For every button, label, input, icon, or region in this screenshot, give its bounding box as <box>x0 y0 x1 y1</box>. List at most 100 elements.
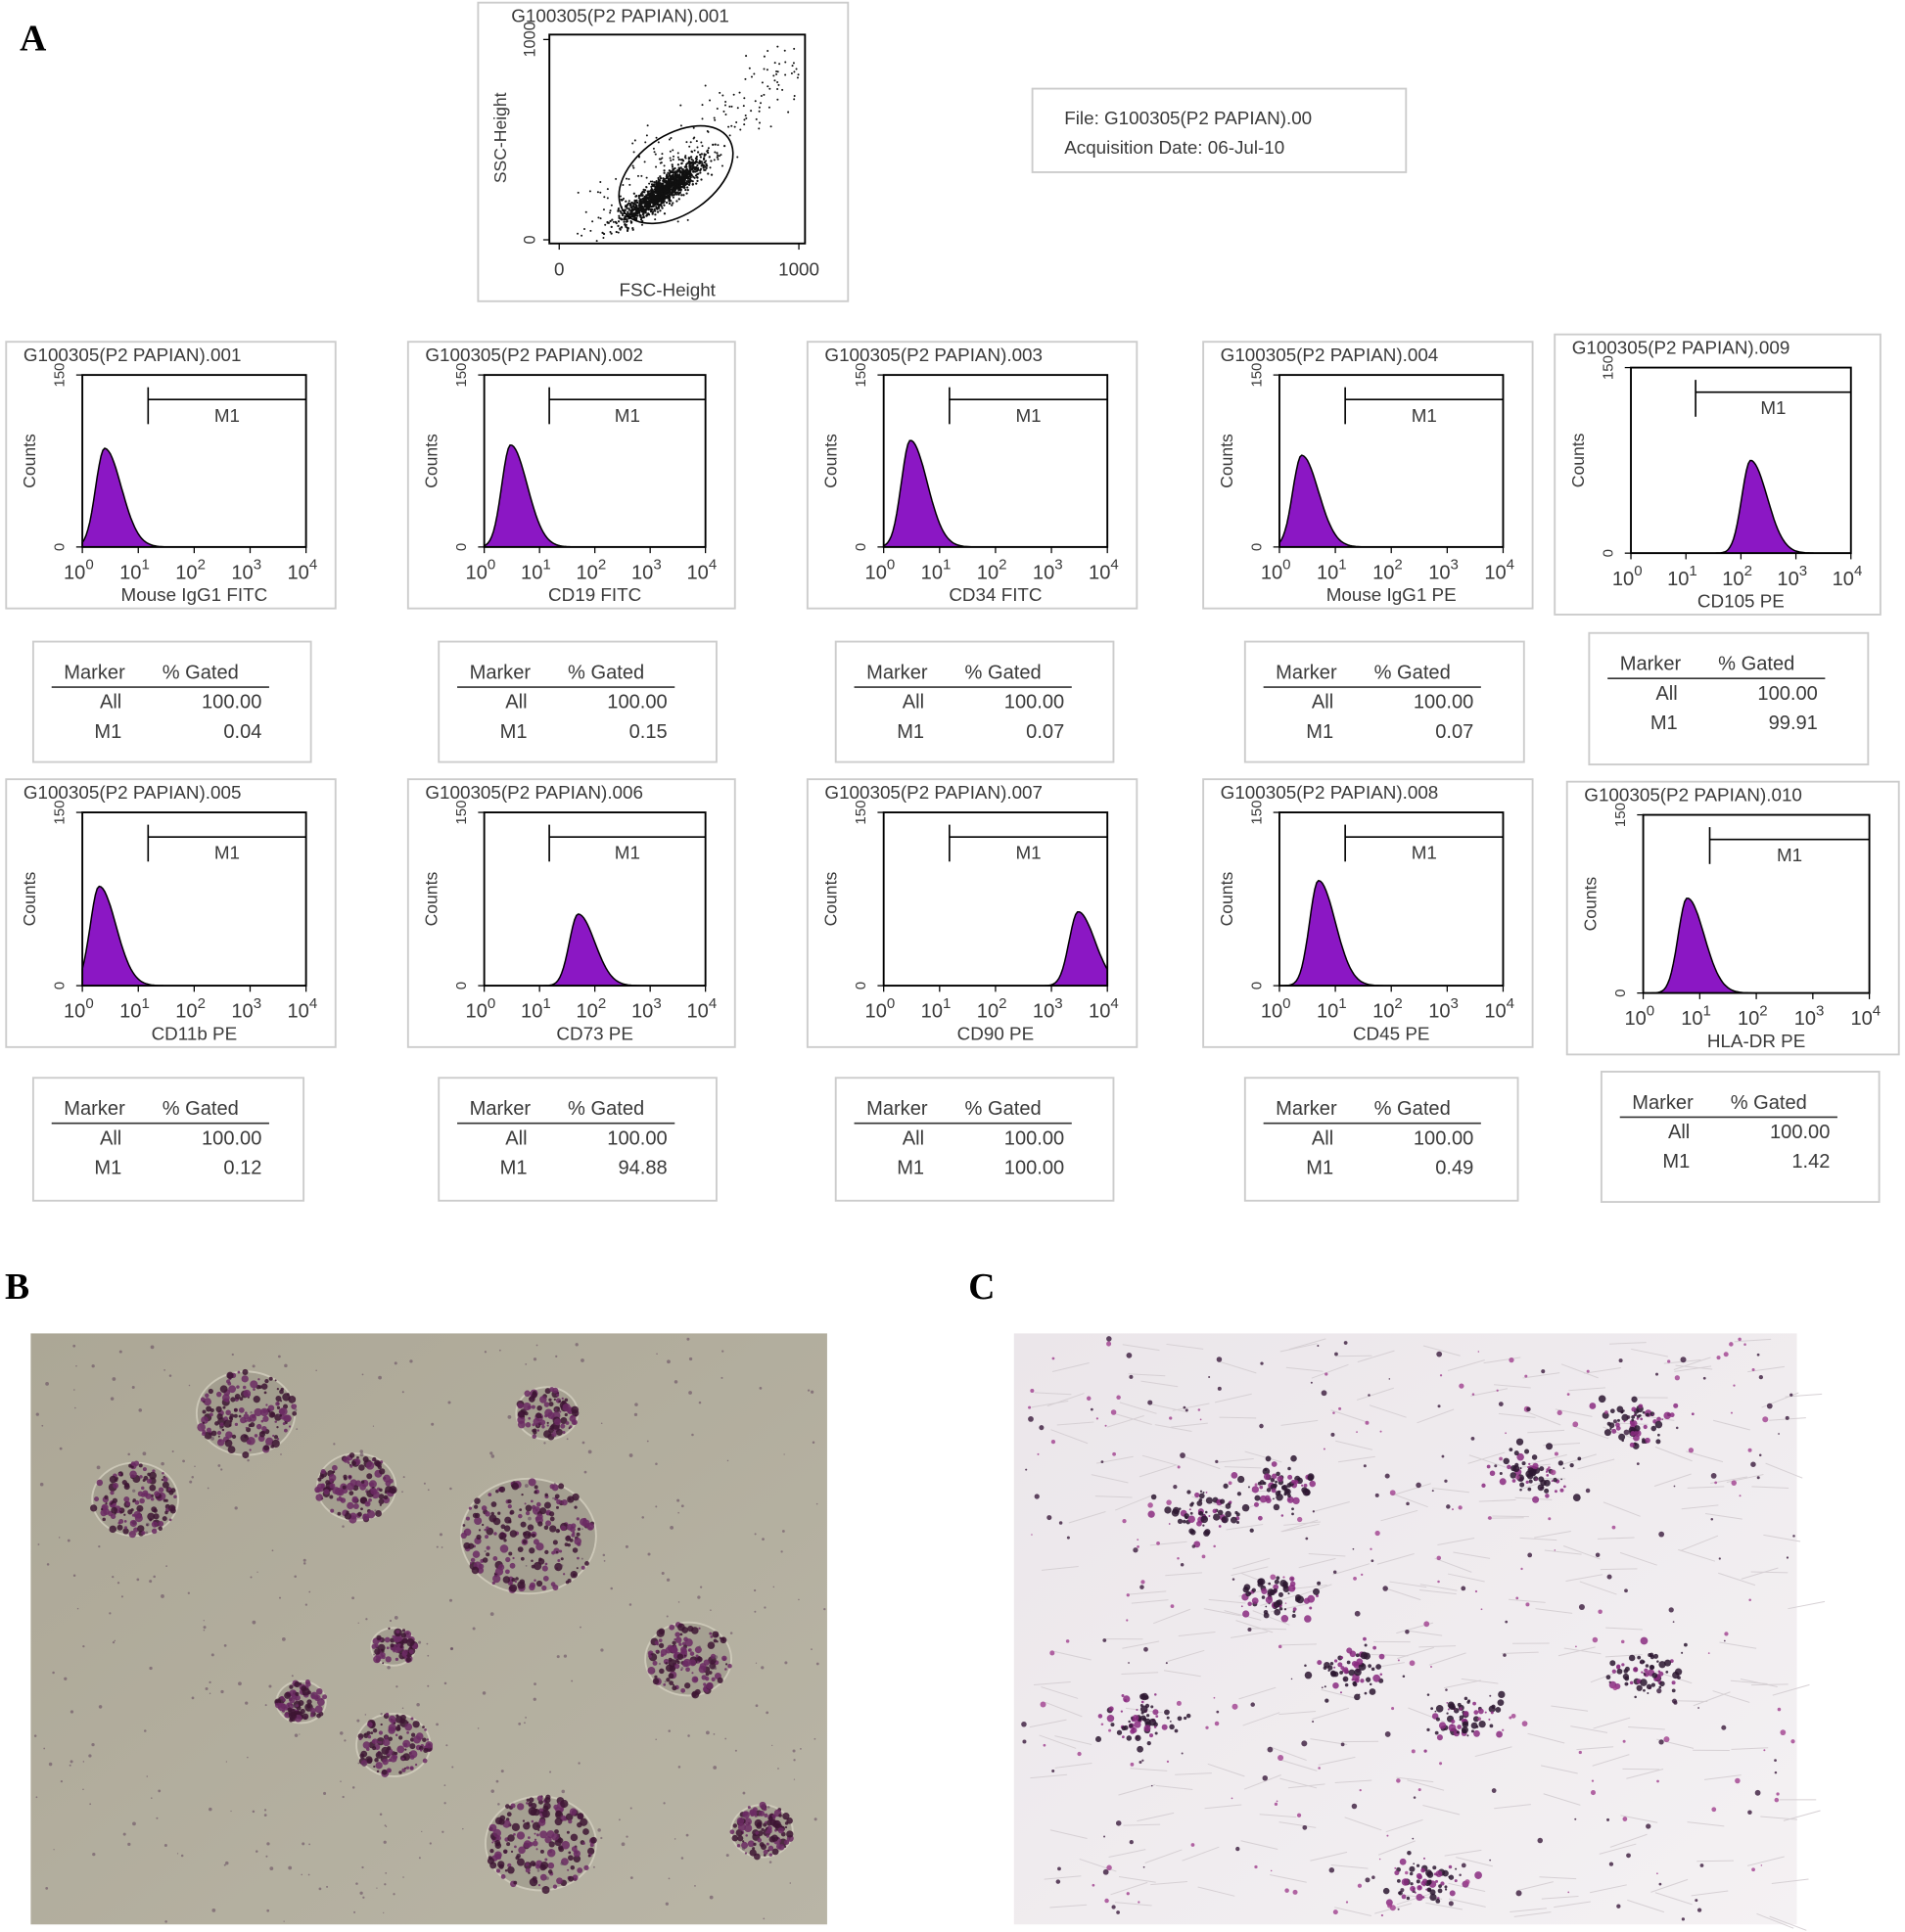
stain-speck <box>814 1817 817 1820</box>
stain-speck <box>308 1591 310 1593</box>
scatter-dot <box>664 164 666 166</box>
table-header: Marker <box>64 662 125 683</box>
stain-granule <box>672 1685 676 1690</box>
table-cell: All <box>100 692 121 713</box>
stain-granule <box>1420 1868 1425 1873</box>
stain-speck <box>361 1866 363 1868</box>
stain-granule <box>1535 1478 1538 1481</box>
stain-granule <box>1643 1660 1646 1663</box>
scatter-dot <box>797 76 799 78</box>
stain-granule <box>706 1673 710 1677</box>
stain-granule <box>265 1403 267 1405</box>
tick-exponent: 1 <box>542 557 550 574</box>
stain-granule <box>289 1684 293 1688</box>
stain-speck <box>700 1587 702 1588</box>
stain-speck <box>83 1761 85 1763</box>
stain-granule <box>590 1843 594 1847</box>
scatter-dot <box>622 199 624 201</box>
scatter-dot <box>658 179 660 181</box>
stain-speck <box>1676 1427 1679 1430</box>
scatter-dot <box>637 175 639 177</box>
stain-granule <box>255 1434 258 1438</box>
stain-granule <box>404 1724 412 1731</box>
stain-granule <box>395 1658 398 1661</box>
scatter-dot <box>717 144 719 146</box>
stain-speck <box>1646 1823 1650 1828</box>
scatter-dot <box>669 200 671 202</box>
stain-granule <box>559 1549 562 1552</box>
stain-granule <box>363 1456 369 1462</box>
scatter-dot <box>688 184 690 186</box>
stain-granule <box>696 1654 699 1657</box>
stain-granule <box>1360 1679 1364 1682</box>
stain-speck <box>554 1483 556 1485</box>
stain-granule <box>1199 1493 1205 1498</box>
stain-granule <box>1140 1704 1143 1707</box>
stain-speck <box>1127 1593 1130 1596</box>
stain-granule <box>1242 1610 1249 1617</box>
stain-speck <box>1167 1761 1169 1763</box>
stain-granule <box>753 1843 756 1846</box>
stain-speck <box>735 1750 737 1752</box>
scatter-dot <box>705 84 707 86</box>
stain-granule <box>242 1375 249 1382</box>
stain-speck <box>1472 1393 1475 1396</box>
stain-granule <box>141 1531 145 1535</box>
stain-granule <box>1422 1884 1425 1887</box>
stain-granule <box>357 1512 362 1517</box>
stain-granule <box>401 1758 404 1761</box>
scatter-dot <box>798 73 800 75</box>
scatter-dot <box>654 218 656 220</box>
stain-granule <box>675 1659 679 1663</box>
stain-granule <box>494 1840 500 1846</box>
stain-speck <box>437 1546 439 1548</box>
scatter-dot <box>684 189 686 191</box>
stain-granule <box>382 1759 389 1766</box>
scatter-dot <box>672 163 674 165</box>
stain-speck <box>663 1802 665 1804</box>
stain-speck <box>1301 1740 1307 1746</box>
stain-speck <box>296 1428 298 1430</box>
scatter-dot <box>756 118 758 120</box>
stain-granule <box>1637 1417 1640 1420</box>
stain-speck <box>610 1587 613 1590</box>
stain-granule <box>567 1831 570 1834</box>
scatter-dot <box>679 178 681 180</box>
stain-granule <box>1275 1481 1278 1484</box>
stain-speck <box>655 1462 658 1465</box>
stain-speck <box>1522 1721 1528 1726</box>
stain-speck <box>1322 1390 1327 1396</box>
stain-granule <box>523 1819 525 1821</box>
stain-granule <box>529 1842 534 1847</box>
stain-granule <box>1617 1419 1620 1422</box>
stain-granule <box>1616 1405 1623 1412</box>
stain-granule <box>1658 1671 1661 1674</box>
stain-granule <box>1532 1463 1538 1469</box>
stain-granule <box>1292 1587 1295 1590</box>
stain-speck <box>560 1862 564 1865</box>
stain-granule <box>1278 1592 1283 1597</box>
stain-granule <box>1640 1679 1648 1686</box>
scatter-dot <box>759 111 761 113</box>
stain-granule <box>1245 1591 1251 1597</box>
stain-granule <box>1173 1507 1180 1514</box>
stain-granule <box>538 1884 540 1886</box>
stain-speck <box>386 1825 388 1827</box>
stain-granule <box>109 1526 116 1534</box>
stain-granule <box>684 1654 686 1656</box>
stain-speck <box>1324 1372 1327 1375</box>
stain-speck <box>41 1425 43 1427</box>
scatter-dot <box>616 231 618 233</box>
stain-speck <box>127 1453 130 1456</box>
stain-speck <box>619 1818 621 1820</box>
scatter-dot <box>686 162 688 164</box>
stain-granule <box>1423 1749 1426 1752</box>
stain-speck <box>224 1864 226 1866</box>
stain-speck <box>380 1814 383 1817</box>
stain-granule <box>1332 1682 1339 1689</box>
stain-speck <box>113 1377 116 1381</box>
stain-speck <box>431 1423 434 1426</box>
stain-granule <box>281 1388 284 1391</box>
scatter-dot <box>712 144 714 146</box>
stain-granule <box>149 1485 156 1492</box>
